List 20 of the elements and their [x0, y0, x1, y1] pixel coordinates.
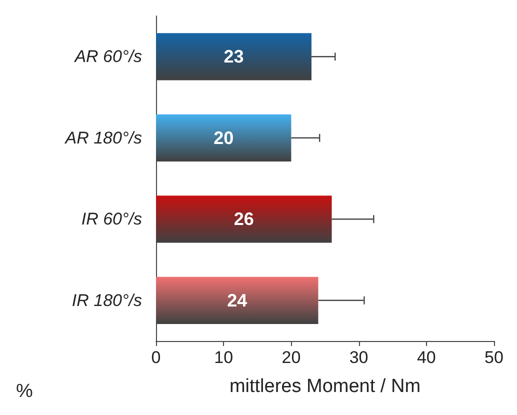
x-axis-title: mittleres Moment / Nm	[229, 376, 421, 397]
bar	[156, 196, 332, 243]
data-label: 26	[234, 209, 254, 230]
bar	[156, 276, 318, 324]
x-tick-label: 50	[484, 348, 504, 367]
data-label: 23	[224, 46, 244, 67]
y-tick-label: IR 180°/s	[72, 290, 142, 310]
x-tick-label: 40	[416, 348, 436, 367]
y-tick-label: AR 60°/s	[74, 47, 142, 66]
x-tick-label: 10	[214, 348, 234, 367]
x-tick-label: 30	[349, 348, 368, 367]
text: %	[16, 381, 33, 402]
y-tick-label: IR 60°/s	[81, 210, 142, 229]
bar	[156, 114, 292, 162]
data-label: 20	[214, 128, 234, 148]
x-tick-label: 20	[282, 348, 301, 367]
data-label: 24	[227, 290, 248, 310]
x-tick-label: 0	[151, 348, 161, 367]
y-tick-label: AR 180°/s	[64, 128, 142, 148]
bar	[156, 33, 312, 80]
